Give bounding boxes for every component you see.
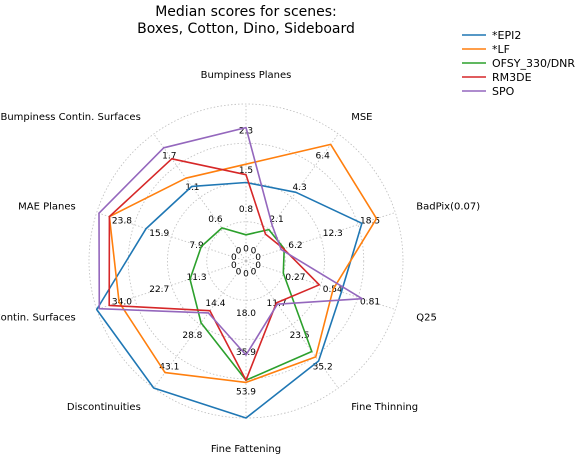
grid-spoke-8 [96, 260, 247, 310]
tick-label-axis-1-1: 0 [243, 244, 249, 254]
grid-spoke-10 [153, 133, 247, 262]
tick-label-axis-8-4: 34.0 [112, 297, 132, 307]
tick-label-axis-2-4: 6.4 [316, 151, 331, 161]
legend-label-2: *LF [492, 43, 510, 56]
tick-label-axis-1-4: 2.3 [239, 127, 253, 137]
tick-label-axis-3-3: 12.3 [323, 229, 343, 239]
grid-spoke-9 [96, 212, 247, 262]
series-line-5 [98, 126, 363, 356]
tick-label-axis-8-3: 22.7 [149, 285, 169, 295]
tick-label-axis-10-4: 1.7 [162, 151, 176, 161]
grid-ring-1 [206, 221, 286, 301]
axis-label-8: MAE Contin. Surfaces [0, 312, 76, 323]
tick-label-axis-8-1: 0 [231, 261, 237, 271]
tick-label-axis-7-4: 43.1 [159, 363, 179, 373]
grid-spoke-4 [245, 260, 396, 310]
chart-title-line-2: Boxes, Cotton, Dino, Sideboard [137, 21, 355, 37]
tick-label-axis-6-2: 18.0 [236, 309, 256, 319]
tick-label-axis-3-4: 18.5 [360, 217, 380, 227]
tick-label-axis-3-1: 0 [255, 253, 261, 263]
tick-label-axis-3-2: 6.2 [288, 241, 302, 251]
tick-label-axis-4-1: 0 [255, 261, 261, 271]
tick-label-axis-1-2: 0.8 [239, 205, 254, 215]
radar-series [95, 126, 378, 419]
chart-title-line-1: Median scores for scenes: [155, 4, 337, 20]
tick-label-axis-5-3: 23.5 [290, 331, 310, 341]
grid-spoke-5 [245, 260, 339, 389]
axis-label-9: MAE Planes [18, 202, 76, 213]
grid-ring-4 [88, 103, 404, 419]
axis-label-7: Discontinuities [67, 402, 141, 413]
tick-label-axis-4-4: 0.81 [360, 297, 380, 307]
axis-label-4: Q25 [416, 312, 437, 323]
axis-label-1: Bumpiness Planes [201, 70, 292, 81]
tick-label-axis-7-2: 14.4 [205, 299, 225, 309]
tick-label-axis-7-3: 28.8 [182, 331, 202, 341]
tick-label-axis-6-3: 35.9 [236, 348, 256, 358]
grid-spoke-7 [153, 260, 247, 389]
grid-ring-3 [127, 142, 365, 380]
tick-label-axis-7-1: 0 [236, 267, 242, 277]
legend-label-4: RM3DE [492, 71, 532, 84]
series-line-4 [108, 158, 321, 382]
series-line-2 [108, 143, 378, 384]
tick-label-axis-2-3: 4.3 [292, 183, 306, 193]
tick-label-axis-1-3: 1.5 [239, 166, 253, 176]
tick-label-axis-10-3: 1.1 [185, 183, 199, 193]
tick-label-axis-6-1: 0 [243, 270, 249, 280]
tick-label-axis-6-4: 53.9 [236, 387, 256, 397]
tick-label-axis-9-2: 7.9 [189, 241, 204, 251]
legend-label-3: OFSY_330/DNR [492, 57, 575, 70]
legend-label-1: *EPI2 [492, 29, 521, 42]
series-line-1 [95, 181, 363, 419]
grid-spoke-3 [245, 212, 396, 262]
tick-label-axis-8-2: 11.3 [187, 273, 207, 283]
tick-label-axis-10-2: 0.6 [208, 215, 223, 225]
radar-axis-labels: Bumpiness Planes MSE BadPix(0.07) Q25 Fine T… [0, 70, 480, 455]
tick-label-axis-2-2: 2.1 [269, 215, 283, 225]
axis-label-2: MSE [351, 112, 372, 123]
axis-label-6: Fine Fattening [211, 444, 281, 455]
axis-label-5: Fine Thinning [351, 402, 418, 413]
tick-label-axis-9-1: 0 [231, 253, 237, 263]
tick-label-axis-2-1: 0 [251, 247, 257, 257]
grid-spoke-2 [245, 133, 339, 262]
axis-label-10: Bumpiness Contin. Surfaces [0, 112, 140, 123]
tick-label-axis-5-4: 35.2 [313, 363, 333, 373]
tick-label-axis-4-2: 0.27 [285, 273, 305, 283]
legend-label-5: SPO [492, 85, 515, 98]
tick-label-axis-9-3: 15.9 [149, 229, 169, 239]
axis-label-3: BadPix(0.07) [416, 202, 480, 213]
tick-label-axis-9-4: 23.8 [112, 217, 132, 227]
tick-label-axis-10-1: 0 [236, 247, 242, 257]
tick-label-axis-5-1: 0 [251, 267, 257, 277]
radar-grid [88, 103, 404, 419]
